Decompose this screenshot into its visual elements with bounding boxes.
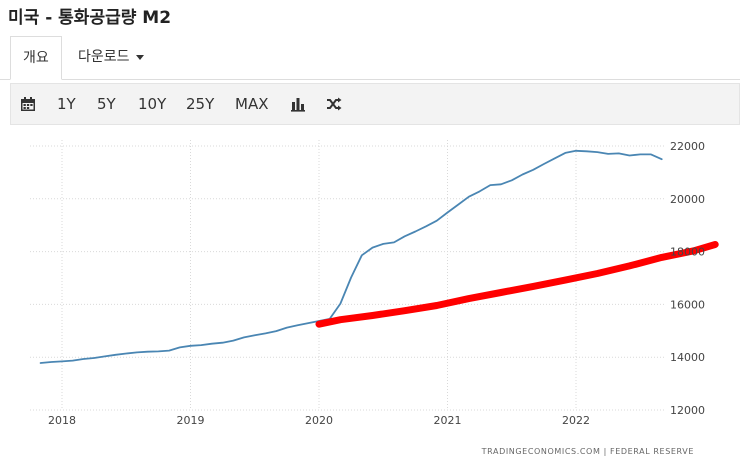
caret-down-icon [135, 54, 144, 60]
chart-toolbar: 1Y 5Y 10Y 25Y MAX [10, 83, 740, 125]
bar-chart-icon[interactable] [290, 96, 306, 112]
download-label: 다운로드 [78, 49, 130, 65]
x-tick-label: 2022 [562, 414, 590, 427]
y-tick-label: 20000 [670, 193, 705, 206]
range-10y-button[interactable]: 10Y [138, 95, 167, 113]
y-tick-label: 14000 [670, 351, 705, 364]
x-axis: 2018 2019 2020 2021 2022 [48, 414, 590, 427]
shuffle-icon[interactable] [326, 96, 342, 112]
calendar-icon[interactable] [20, 96, 36, 112]
y-tick-label: 22000 [670, 140, 705, 153]
download-dropdown[interactable]: 다운로드 [66, 36, 156, 79]
range-max-button[interactable]: MAX [235, 95, 269, 113]
x-tick-label: 2018 [48, 414, 76, 427]
tab-bar: 개요 다운로드 [0, 36, 740, 80]
page-title: 미국 - 통화공급량 M2 [8, 8, 172, 28]
series-layer [39, 149, 719, 364]
x-tick-label: 2021 [434, 414, 462, 427]
range-25y-button[interactable]: 25Y [186, 95, 215, 113]
range-5y-button[interactable]: 5Y [97, 95, 116, 113]
chart-grid [30, 140, 664, 411]
x-tick-label: 2020 [305, 414, 333, 427]
y-axis: 22000 20000 18000 16000 14000 12000 [670, 140, 705, 417]
trend-line [315, 241, 719, 328]
y-tick-label: 16000 [670, 298, 705, 311]
tab-overview[interactable]: 개요 [10, 36, 62, 80]
m2-series-line [39, 149, 663, 364]
y-tick-label: 12000 [670, 404, 705, 417]
source-label: TRADINGECONOMICS.COM | FEDERAL RESERVE [481, 447, 694, 456]
y-tick-label: 18000 [670, 246, 705, 259]
x-tick-label: 2019 [177, 414, 205, 427]
range-1y-button[interactable]: 1Y [57, 95, 76, 113]
